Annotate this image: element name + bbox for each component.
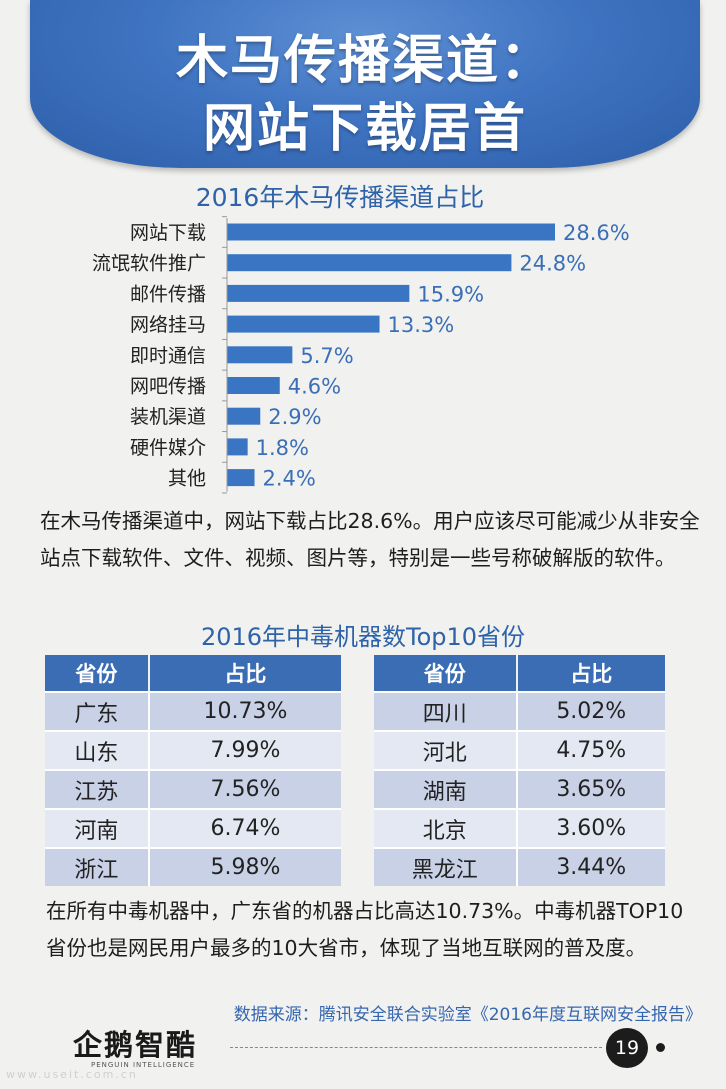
data-label: 4.6% <box>288 375 341 399</box>
title-banner: 木马传播渠道： 网站下载居首 <box>30 0 700 168</box>
bar <box>227 284 410 302</box>
bar <box>227 438 248 456</box>
province-cell: 广东 <box>45 691 150 730</box>
province-cell: 河南 <box>45 808 150 847</box>
province-cell: 四川 <box>374 691 518 730</box>
data-label: 2.9% <box>268 405 321 429</box>
province-table-left: 省份 占比 广东 10.73% 山东 7.99% 江苏 7.56% 河南 6.7… <box>45 655 341 886</box>
province-cell: 河北 <box>374 730 518 769</box>
province-table-right: 省份 占比 四川 5.02% 河北 4.75% 湖南 3.65% 北京 3.60… <box>374 655 665 886</box>
data-source: 数据来源：腾讯安全联合实验室《2016年度互联网安全报告》 <box>233 1005 702 1025</box>
category-label: 流氓软件推广 <box>92 253 206 275</box>
title-line-2: 网站下载居首 <box>202 99 527 159</box>
logo-subtitle: PENGUIN INTELLIGENCE <box>91 1061 196 1069</box>
category-label: 网吧传播 <box>130 376 206 398</box>
paragraph-province-summary: 在所有中毒机器中，广东省的机器占比高达10.73%。中毒机器TOP10省份也是网… <box>46 899 684 960</box>
footer-divider <box>230 1047 602 1048</box>
table-row: 河南 6.74% <box>45 808 341 847</box>
watermark: www.useit.com.cn <box>6 1068 138 1081</box>
table-row: 浙江 5.98% <box>45 847 341 886</box>
share-cell: 4.75% <box>517 730 665 769</box>
bar <box>227 223 555 241</box>
category-label: 网站下载 <box>130 222 206 244</box>
bar <box>227 346 293 364</box>
data-label: 2.4% <box>263 467 316 491</box>
bar <box>227 469 255 487</box>
share-cell: 5.02% <box>517 691 665 730</box>
bar <box>227 254 512 272</box>
page-number: 19 <box>606 1028 648 1068</box>
header-province: 省份 <box>374 655 518 691</box>
province-cell: 北京 <box>374 808 518 847</box>
share-cell: 3.44% <box>517 847 665 886</box>
data-label: 28.6% <box>563 221 630 245</box>
bar <box>227 377 280 394</box>
bar-chart: 网站下载 28.6% 流氓软件推广 24.8% 邮件传播 15.9% 网络挂马 13.3% 即时… <box>92 216 630 494</box>
share-cell: 5.98% <box>149 847 341 886</box>
share-cell: 3.60% <box>517 808 665 847</box>
table-row: 四川 5.02% <box>374 691 665 730</box>
data-label: 1.8% <box>256 436 309 460</box>
category-label: 即时通信 <box>130 345 206 367</box>
title-line-1: 木马传播渠道： <box>175 31 554 91</box>
category-label: 网络挂马 <box>130 314 206 336</box>
province-cell: 江苏 <box>45 769 150 808</box>
data-label: 15.9% <box>417 282 484 306</box>
table-title: 2016年中毒机器数Top10省份 <box>200 623 526 651</box>
header-share: 占比 <box>517 655 665 691</box>
share-cell: 10.73% <box>149 691 341 730</box>
table-row: 河北 4.75% <box>374 730 665 769</box>
data-label: 24.8% <box>519 252 586 276</box>
table-row: 湖南 3.65% <box>374 769 665 808</box>
logo-text: 企鹅智酷 <box>73 1028 198 1062</box>
province-cell: 山东 <box>45 730 150 769</box>
bar <box>227 407 261 425</box>
table-row: 黑龙江 3.44% <box>374 847 665 886</box>
category-label: 硬件媒介 <box>130 437 206 459</box>
bar <box>227 315 380 333</box>
share-cell: 6.74% <box>149 808 341 847</box>
logo: 企鹅智酷 PENGUIN INTELLIGENCE <box>73 1022 223 1077</box>
table-row: 广东 10.73% <box>45 691 341 730</box>
chart-title: 2016年木马传播渠道占比 <box>195 183 485 212</box>
category-label: 装机渠道 <box>130 406 206 428</box>
category-label: 其他 <box>168 468 206 490</box>
province-cell: 湖南 <box>374 769 518 808</box>
table-row: 北京 3.60% <box>374 808 665 847</box>
header-share: 占比 <box>149 655 341 691</box>
category-label: 邮件传播 <box>130 283 206 305</box>
share-cell: 7.56% <box>149 769 341 808</box>
share-cell: 7.99% <box>149 730 341 769</box>
table-row: 江苏 7.56% <box>45 769 341 808</box>
share-cell: 3.65% <box>517 769 665 808</box>
province-cell: 黑龙江 <box>374 847 518 886</box>
paragraph-channel-summary: 在木马传播渠道中，网站下载占比28.6%。用户应该尽可能减少从非安全站点下载软件… <box>40 509 700 570</box>
province-cell: 浙江 <box>45 847 150 886</box>
data-label: 5.7% <box>300 344 353 368</box>
header-province: 省份 <box>45 655 150 691</box>
table-row: 山东 7.99% <box>45 730 341 769</box>
data-label: 13.3% <box>388 313 455 337</box>
page-dot <box>656 1043 665 1052</box>
